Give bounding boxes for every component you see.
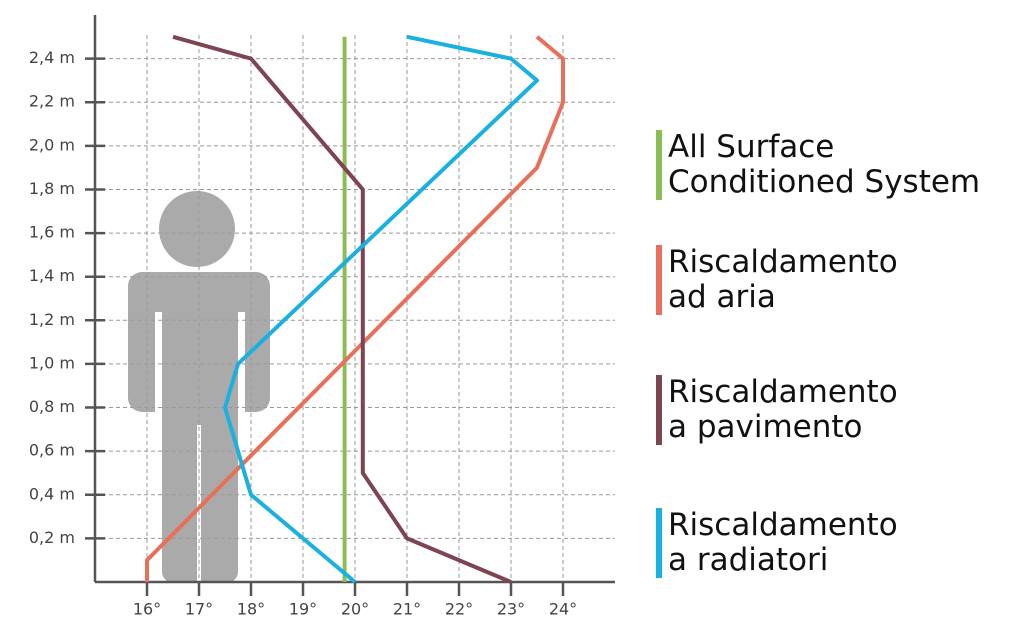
y-tick-label: 1,2 m	[29, 310, 75, 329]
y-tick-label: 1,8 m	[29, 179, 75, 198]
legend-item: Riscaldamento a radiatori	[656, 508, 898, 578]
x-tick-label: 17°	[185, 600, 213, 619]
y-tick-label: 2,0 m	[29, 135, 75, 154]
x-tick-label: 23°	[497, 600, 525, 619]
y-tick-label: 1,0 m	[29, 353, 75, 372]
y-tick-label: 0,8 m	[29, 397, 75, 416]
legend-item: All Surface Conditioned System	[656, 130, 980, 200]
y-tick-label: 2,2 m	[29, 92, 75, 111]
y-tick-label: 1,6 m	[29, 223, 75, 242]
legend-swatch	[656, 245, 662, 315]
y-tick-label: 0,4 m	[29, 484, 75, 503]
series-line	[223, 34, 539, 584]
legend-label: All Surface Conditioned System	[668, 129, 981, 200]
x-tick-label: 21°	[393, 600, 421, 619]
y-tick-label: 2,4 m	[29, 48, 75, 67]
legend-label: Riscaldamento ad aria	[668, 244, 898, 315]
y-tick-label: 0,2 m	[29, 528, 75, 547]
legend-label: Riscaldamento a radiatori	[668, 507, 898, 578]
y-tick-label: 1,4 m	[29, 266, 75, 285]
legend-item: Riscaldamento a pavimento	[656, 375, 898, 445]
legend-swatch	[656, 375, 662, 445]
x-tick-label: 22°	[445, 600, 473, 619]
x-tick-label: 19°	[289, 600, 317, 619]
y-tick-label: 0,6 m	[29, 441, 75, 460]
x-tick-label: 24°	[549, 600, 577, 619]
chart: 16° 17° 18° 19° 20° 21° 22° 23° 24° 0,2 m 0,4 m 0,6…	[29, 15, 615, 619]
legend-item: Riscaldamento ad aria	[656, 245, 898, 315]
legend-swatch	[656, 508, 662, 578]
legend-label: Riscaldamento a pavimento	[668, 374, 898, 445]
x-tick-label: 20°	[341, 600, 369, 619]
series-line	[172, 34, 512, 584]
x-tick-label: 16°	[133, 600, 161, 619]
series-line	[145, 35, 565, 582]
legend-swatch	[656, 130, 662, 200]
x-tick-label: 18°	[237, 600, 265, 619]
